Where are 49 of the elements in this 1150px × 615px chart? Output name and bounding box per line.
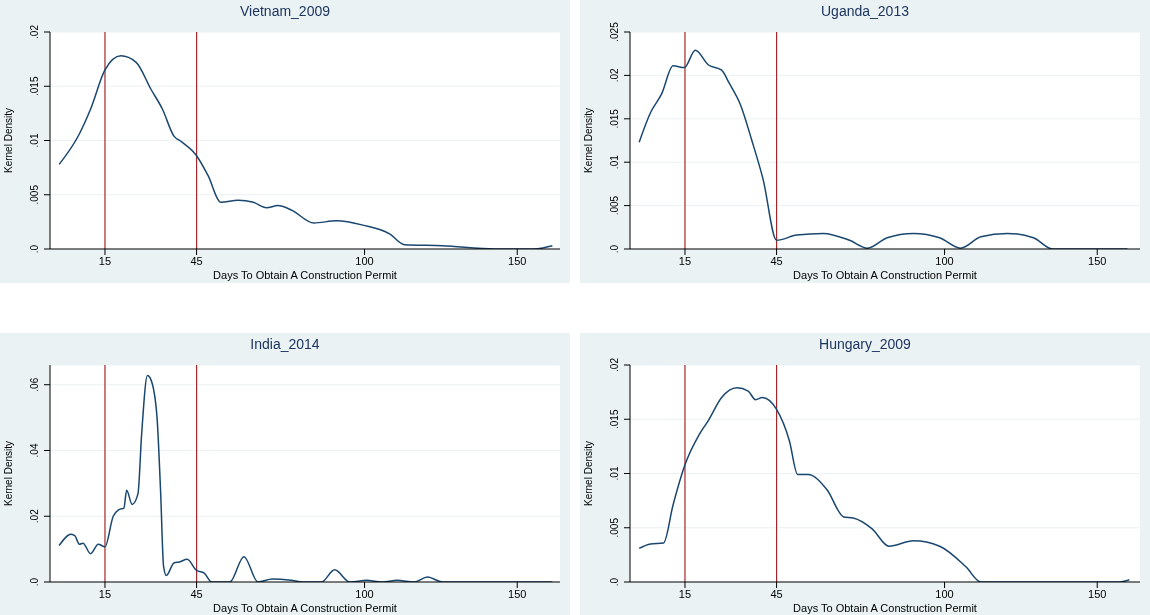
chart-title: India_2014 (249, 336, 321, 352)
y-tick-label: .02 (609, 357, 620, 372)
x-tick-label: 15 (678, 254, 692, 267)
x-axis-title: Days To Obtain A Construction Permit (213, 269, 397, 281)
y-tick-label: .01 (609, 466, 620, 481)
x-tick-label: 150 (1088, 587, 1107, 600)
y-tick-label: .0 (29, 244, 40, 254)
y-tick-label: .04 (29, 443, 40, 458)
y-tick-label: .02 (29, 508, 40, 524)
y-tick-label: .005 (609, 195, 620, 216)
y-tick-label: .0 (609, 577, 620, 587)
y-tick-label: .01 (609, 154, 620, 170)
y-tick-label: .01 (29, 133, 40, 148)
y-tick-label: .015 (29, 76, 40, 96)
y-tick-label: .02 (29, 24, 40, 39)
line-series (58, 55, 554, 249)
chart-title: Vietnam_2009 (238, 3, 331, 19)
x-tick-label: 100 (935, 587, 954, 600)
x-tick-label: 45 (770, 587, 783, 600)
x-tick-label: 15 (678, 587, 692, 600)
chart-title: Uganda_2013 (820, 3, 910, 19)
x-tick-label: 45 (190, 254, 203, 267)
y-axis-title: Kernel Density (2, 107, 14, 174)
y-tick-label: .025 (609, 21, 620, 42)
x-tick-label: 15 (98, 254, 112, 267)
x-axis-title: Days To Obtain A Construction Permit (793, 269, 977, 281)
x-tick-label: 100 (935, 254, 954, 267)
x-tick-label: 100 (355, 587, 374, 600)
x-tick-label: 45 (770, 254, 783, 267)
y-axis-title: Kernel Density (2, 440, 14, 507)
y-tick-label: .06 (29, 377, 40, 392)
chart-title: Hungary_2009 (818, 336, 912, 352)
x-tick-label: 150 (508, 254, 527, 267)
y-tick-label: .005 (609, 517, 620, 538)
y-tick-label: .0 (29, 577, 40, 587)
y-tick-label: .015 (609, 409, 620, 429)
y-axis-title: Kernel Density (582, 440, 594, 507)
x-axis-title: Days To Obtain A Construction Permit (793, 602, 977, 614)
x-axis-title: Days To Obtain A Construction Permit (213, 602, 397, 614)
y-tick-label: .02 (609, 68, 620, 83)
x-tick-label: 15 (98, 587, 112, 600)
y-axis-title: Kernel Density (582, 107, 594, 174)
y-tick-label: .005 (29, 184, 40, 205)
x-tick-label: 100 (355, 254, 374, 267)
x-tick-label: 150 (508, 587, 527, 600)
y-tick-label: .0 (609, 244, 620, 254)
x-tick-label: 45 (190, 587, 203, 600)
y-tick-label: .015 (609, 108, 620, 129)
x-tick-label: 150 (1088, 254, 1107, 267)
